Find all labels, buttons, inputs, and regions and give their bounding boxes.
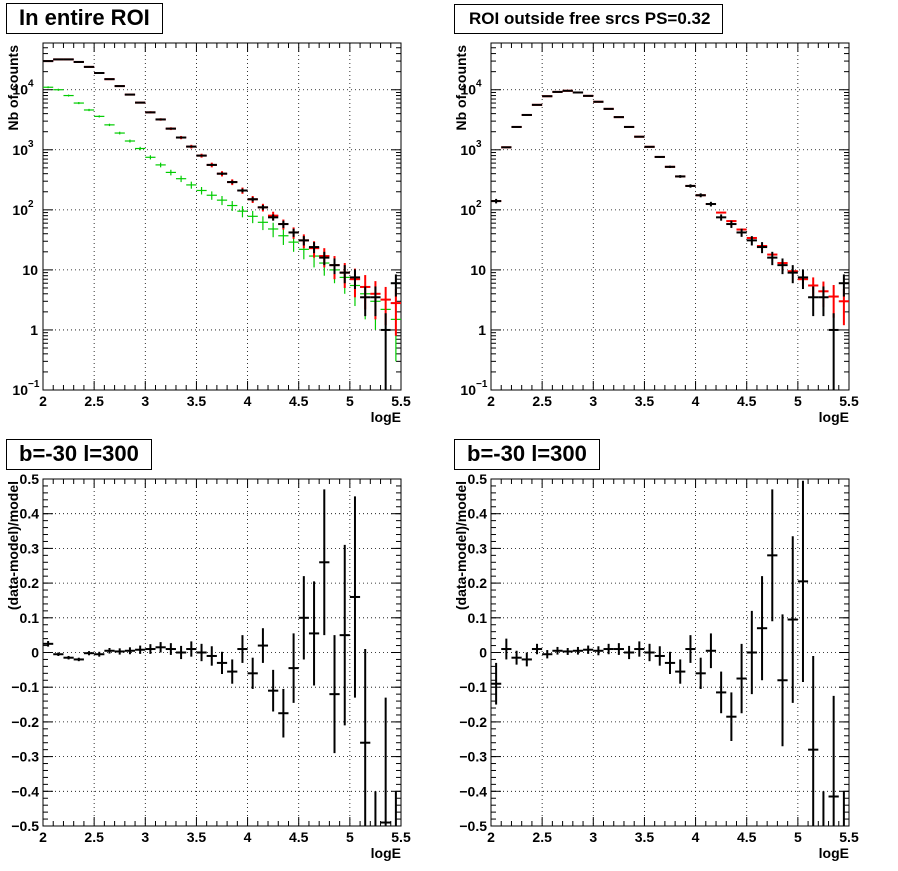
y-tick-label: −0.3 [459, 749, 487, 765]
y-tick-label: 0.5 [20, 471, 40, 487]
x-tick-label: 3 [141, 393, 149, 409]
y-tick-exponent: 4 [28, 79, 34, 90]
x-tick-label: 2 [39, 393, 47, 409]
y-tick-label: −0.5 [11, 818, 39, 834]
x-axis-label: logE [819, 845, 849, 861]
y-tick-label: −0.2 [459, 714, 487, 730]
y-tick-label: 10 [460, 202, 476, 218]
y-tick-label: 0.2 [468, 575, 488, 591]
x-tick-label: 4 [244, 393, 252, 409]
x-axis-label: logE [371, 845, 401, 861]
y-tick-label: 0 [479, 645, 487, 661]
x-tick-label: 2 [39, 829, 47, 845]
y-tick-label: −0.3 [11, 749, 39, 765]
y-axis-label: Nb of counts [453, 45, 469, 131]
x-tick-label: 2.5 [532, 393, 552, 409]
plot-title-roi-outside: ROI outside free srcs PS=0.32 [454, 4, 724, 34]
y-tick-label: 10 [12, 82, 28, 98]
y-tick-label: 10 [22, 262, 38, 278]
x-tick-label: 5 [346, 829, 354, 845]
plot-frame [42, 42, 402, 391]
y-tick-label: −0.2 [11, 714, 39, 730]
y-axis-label: Nb of counts [5, 45, 21, 131]
plot-title-residual-right: b=-30 l=300 [454, 439, 600, 470]
x-tick-label: 5 [794, 829, 802, 845]
y-tick-label: 10 [460, 382, 476, 398]
x-tick-label: 2 [487, 393, 495, 409]
y-tick-label: 10 [470, 262, 486, 278]
y-tick-label: 0.3 [20, 540, 40, 556]
y-tick-label: 1 [30, 322, 38, 338]
x-tick-label: 3.5 [187, 829, 207, 845]
plot-title-residual-left: b=-30 l=300 [6, 439, 152, 470]
x-tick-label: 5.5 [839, 829, 859, 845]
plot-title-entire-roi: In entire ROI [6, 3, 163, 34]
y-axis-label: (data-model)/model [5, 481, 21, 610]
y-tick-label: −0.1 [11, 679, 39, 695]
x-tick-label: 5 [794, 393, 802, 409]
y-tick-exponent: 2 [476, 199, 482, 210]
y-tick-label: −0.4 [11, 783, 39, 799]
y-tick-label: −0.5 [459, 818, 487, 834]
x-tick-label: 3 [141, 829, 149, 845]
y-tick-label: 10 [12, 142, 28, 158]
plot-frame [490, 42, 850, 391]
y-tick-exponent: 2 [28, 199, 34, 210]
x-tick-label: 3 [589, 393, 597, 409]
x-tick-label: 2 [487, 829, 495, 845]
x-tick-label: 4 [692, 393, 700, 409]
y-tick-label: 0.1 [468, 610, 488, 626]
y-tick-label: 10 [460, 82, 476, 98]
y-tick-label: 10 [12, 202, 28, 218]
x-tick-label: 2.5 [532, 829, 552, 845]
y-tick-label: 0 [31, 645, 39, 661]
x-tick-label: 5 [346, 393, 354, 409]
y-axis-label: (data-model)/model [453, 481, 469, 610]
x-tick-label: 2.5 [84, 829, 104, 845]
y-tick-label: −0.1 [459, 679, 487, 695]
x-tick-label: 4.5 [737, 829, 757, 845]
y-tick-exponent: −1 [476, 379, 488, 390]
y-tick-label: 0.4 [468, 506, 488, 522]
y-tick-label: 1 [478, 322, 486, 338]
x-tick-label: 3 [589, 829, 597, 845]
x-tick-label: 3.5 [635, 393, 655, 409]
x-tick-label: 2.5 [84, 393, 104, 409]
y-tick-label: −0.4 [459, 783, 487, 799]
y-tick-exponent: 3 [28, 139, 34, 150]
y-tick-exponent: −1 [28, 379, 40, 390]
y-tick-label: 10 [12, 382, 28, 398]
y-tick-exponent: 3 [476, 139, 482, 150]
x-tick-label: 4 [244, 829, 252, 845]
x-tick-label: 3.5 [635, 829, 655, 845]
y-tick-label: 0.3 [468, 540, 488, 556]
x-tick-label: 5.5 [391, 393, 411, 409]
x-axis-label: logE [819, 409, 849, 425]
y-tick-label: 0.5 [468, 471, 488, 487]
y-tick-label: 0.4 [20, 506, 40, 522]
x-tick-label: 3.5 [187, 393, 207, 409]
x-tick-label: 4 [692, 829, 700, 845]
y-tick-label: 10 [460, 142, 476, 158]
x-axis-label: logE [371, 409, 401, 425]
y-tick-label: 0.2 [20, 575, 40, 591]
y-tick-label: 0.1 [20, 610, 40, 626]
x-tick-label: 4.5 [737, 393, 757, 409]
y-tick-exponent: 4 [476, 79, 482, 90]
x-tick-label: 4.5 [289, 829, 309, 845]
x-tick-label: 5.5 [839, 393, 859, 409]
x-tick-label: 4.5 [289, 393, 309, 409]
x-tick-label: 5.5 [391, 829, 411, 845]
